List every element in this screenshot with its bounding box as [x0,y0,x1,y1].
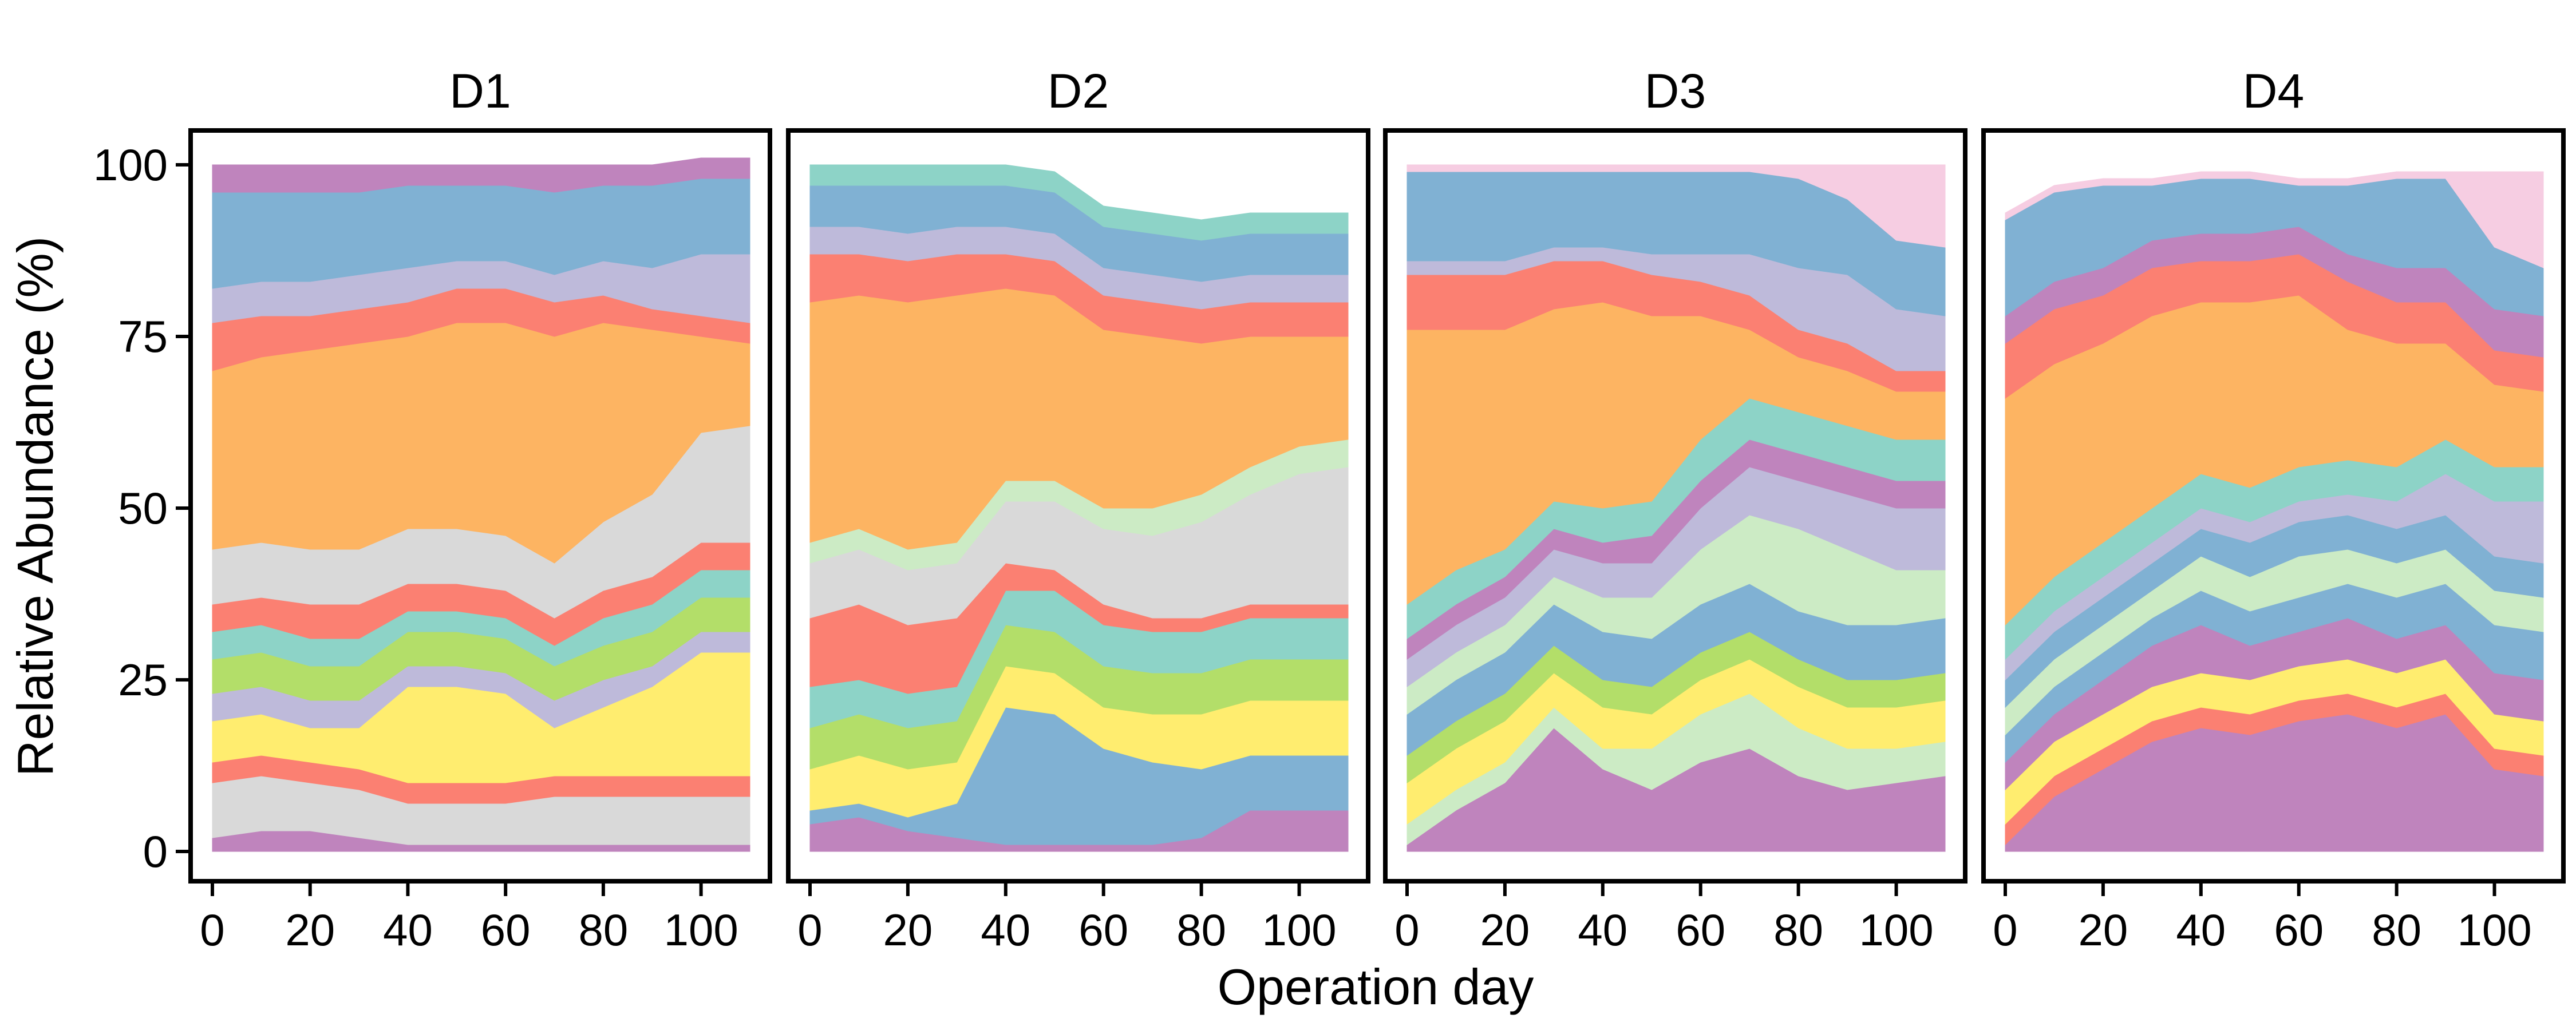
panel-frame [1383,128,1967,884]
area-series-13 [809,164,1349,241]
panel-title: D1 [449,64,511,118]
area-series-14 [212,157,750,193]
area-series-group [212,157,750,852]
x-tick-label: 20 [1480,905,1530,955]
x-axis-label: Operation day [1218,958,1534,1015]
area-series-group [1406,164,1946,852]
y-tick-label: 0 [143,826,168,877]
x-tick-label: 0 [797,905,822,955]
y-tick-label: 75 [118,311,168,362]
x-tick-label: 40 [981,905,1030,955]
panel-frame [188,128,772,884]
y-tick-label: 25 [118,655,168,705]
panel-title: D3 [1645,64,1706,118]
x-tick-label: 100 [2457,905,2531,955]
x-tick-label: 80 [2372,905,2421,955]
x-tick-label: 60 [1078,905,1128,955]
x-tick-label: 60 [1676,905,1725,955]
x-tick-label: 40 [2176,905,2226,955]
panel-title: D4 [2243,64,2304,118]
panel-D1: D1 0 20 40 60 80 100 0 25 50 75 100 [93,64,772,955]
x-tick-label: 0 [1394,905,1419,955]
x-tick-label: 60 [2274,905,2324,955]
x-tick-label: 40 [1578,905,1627,955]
panel-title: D2 [1048,64,1109,118]
x-tick-label: 80 [1176,905,1226,955]
panel-D3: D3 0 20 40 60 80 100 [1383,64,1967,955]
panel-D4: D4 0 20 40 60 80 100 [1981,64,2566,955]
area-series-group [809,164,1349,852]
x-tick-label: 80 [579,905,629,955]
y-axis-label: Relative Abundance (%) [7,236,64,777]
panel-frame [786,128,1370,884]
y-tick-label: 50 [118,483,168,533]
x-tick-label: 20 [883,905,933,955]
area-series-group [2005,171,2544,852]
x-tick-label: 100 [664,905,738,955]
x-tick-label: 0 [1993,905,2017,955]
x-tick-label: 100 [1262,905,1336,955]
x-tick-label: 0 [200,905,224,955]
x-tick-label: 60 [481,905,531,955]
x-tick-label: 100 [1859,905,1933,955]
x-tick-label: 20 [285,905,335,955]
x-tick-label: 80 [1773,905,1823,955]
panel-frame [1981,128,2566,884]
x-tick-label: 40 [383,905,433,955]
panel-D2: D2 0 20 40 60 80 100 [786,64,1370,955]
area-series-14 [2005,171,2544,268]
x-tick-label: 20 [2079,905,2128,955]
area-series-14 [1406,164,1946,248]
y-tick-label: 100 [93,140,168,190]
